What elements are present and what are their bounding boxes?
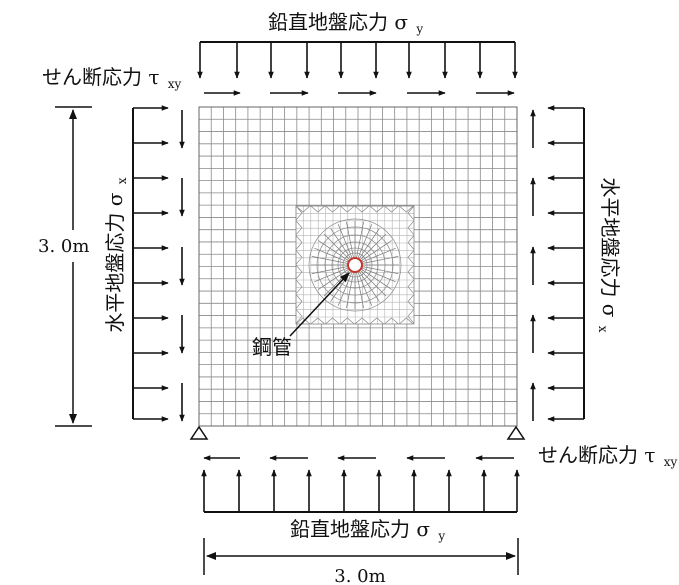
height-dimension-label: 3. 0m bbox=[38, 236, 89, 257]
bottom-load-title: 鉛直地盤応力 σ y bbox=[290, 517, 445, 543]
pipe-label: 鋼管 bbox=[252, 335, 292, 359]
left-load-label: 水平地盤応力 σ bbox=[103, 192, 127, 332]
bottom-load-label: 鉛直地盤応力 σ bbox=[290, 517, 430, 541]
top-load-subscript: y bbox=[415, 22, 423, 36]
top-vertical-load bbox=[197, 41, 518, 79]
pin-support-right-icon bbox=[506, 425, 526, 440]
steel-pipe-icon bbox=[347, 257, 363, 273]
right-load-title: 水平地盤応力 σ x bbox=[596, 177, 622, 332]
width-dimension-line bbox=[203, 538, 519, 575]
height-dimension-line bbox=[55, 106, 92, 427]
shear-bottom-subscript: xy bbox=[664, 455, 678, 469]
top-load-label: 鉛直地盤応力 σ bbox=[268, 10, 408, 34]
bottom-load-subscript: y bbox=[437, 529, 445, 543]
pin-support-left-icon bbox=[189, 425, 209, 440]
shear-bottom-title: せん断応力 τ xy bbox=[538, 443, 678, 469]
shear-top-label: せん断応力 τ bbox=[42, 65, 159, 89]
shear-top-title: せん断応力 τ xy bbox=[42, 65, 182, 91]
shear-top-subscript: xy bbox=[168, 77, 182, 91]
shear-bottom-label: せん断応力 τ bbox=[538, 443, 655, 467]
top-load-title: 鉛直地盤応力 σ y bbox=[268, 10, 423, 36]
pipe-leader-arrow bbox=[289, 272, 350, 337]
bottom-vertical-load bbox=[201, 469, 520, 513]
width-dimension-label: 3. 0m bbox=[334, 566, 385, 585]
left-load-title: 水平地盤応力 σ x bbox=[103, 177, 129, 332]
right-load-subscript: x bbox=[596, 326, 610, 333]
right-horizontal-load bbox=[547, 105, 585, 422]
left-load-subscript: x bbox=[115, 177, 129, 184]
right-load-label: 水平地盤応力 σ bbox=[598, 177, 622, 317]
left-horizontal-load bbox=[132, 105, 169, 422]
